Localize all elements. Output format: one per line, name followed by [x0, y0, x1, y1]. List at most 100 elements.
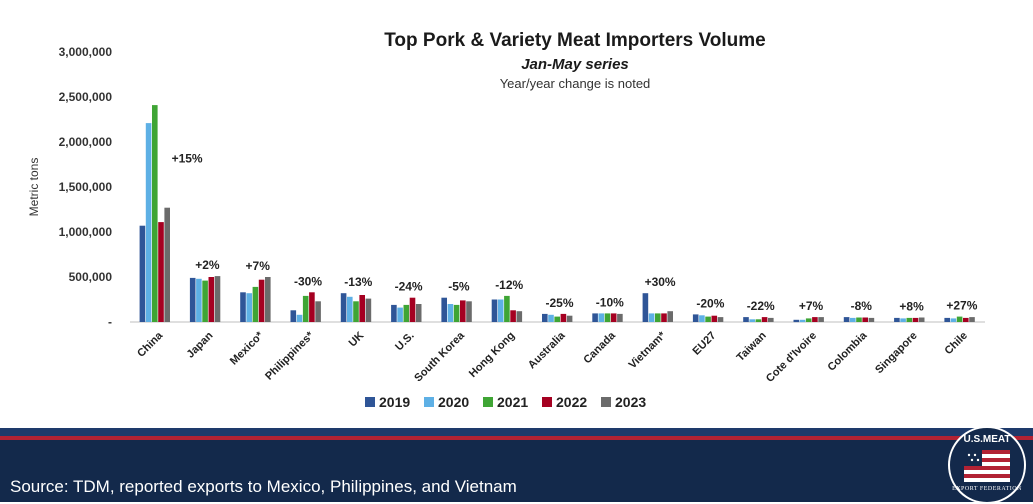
- bar-2023: [164, 207, 170, 322]
- us-flag-icon: [964, 450, 1010, 482]
- legend-swatch-2019: [365, 397, 375, 407]
- chart-subtitle: Jan-May series: [521, 56, 629, 73]
- bar-2019: [391, 304, 397, 322]
- y-tick-label: 1,500,000: [59, 180, 113, 194]
- bar-2019: [692, 314, 699, 322]
- bar-2019: [743, 317, 749, 322]
- bar-2019: [491, 299, 498, 322]
- bar-2023: [315, 301, 321, 322]
- chart: Top Pork & Variety Meat Importers Volume…: [27, 30, 985, 410]
- bar-2021: [805, 318, 812, 322]
- bar-2019: [542, 313, 548, 322]
- bar-2021: [956, 316, 963, 322]
- x-tick-label: Taiwan: [735, 329, 769, 363]
- bar-2021: [755, 319, 762, 322]
- y-tick-label: 2,500,000: [59, 90, 113, 104]
- bar-2022: [409, 297, 416, 322]
- bar-2020: [749, 319, 755, 322]
- legend-swatch-2021: [483, 397, 493, 407]
- bar-2019: [843, 317, 850, 322]
- x-axis-ticks: China Japan Mexico*Philippines* UK U.S.South…: [135, 329, 970, 385]
- bar-2023: [617, 313, 623, 322]
- bar-2021: [705, 316, 711, 322]
- bar-2022: [963, 317, 969, 322]
- change-label: +15%: [172, 152, 203, 166]
- bars: [139, 105, 975, 323]
- bar-2022: [309, 292, 315, 322]
- bar-2021: [403, 304, 410, 322]
- x-tick-label: Hong Kong: [467, 330, 517, 380]
- bar-2019: [944, 317, 950, 322]
- bar-2021: [554, 316, 560, 322]
- change-label: -8%: [851, 299, 873, 313]
- bar-2022: [862, 317, 868, 322]
- bar-2019: [441, 297, 447, 322]
- bar-2021: [906, 317, 913, 322]
- bar-2023: [214, 276, 221, 322]
- bar-2019: [894, 317, 900, 322]
- bar-2020: [447, 304, 454, 322]
- bar-2019: [290, 310, 297, 322]
- bar-2020: [950, 318, 957, 322]
- bar-2021: [856, 317, 862, 322]
- change-label: -24%: [395, 280, 423, 294]
- bar-2020: [648, 313, 655, 322]
- y-tick-label: 1,000,000: [59, 225, 113, 239]
- logo-top-text: U.S.MEAT: [963, 434, 1011, 445]
- bar-2022: [158, 222, 164, 322]
- legend-swatch-2020: [424, 397, 434, 407]
- bar-2022: [258, 279, 265, 322]
- legend-label-2023: 2023: [615, 394, 646, 410]
- bar-2020: [598, 313, 605, 322]
- bar-2022: [661, 313, 667, 322]
- x-tick-label: Colombia: [825, 329, 870, 374]
- legend-label-2020: 2020: [438, 394, 469, 410]
- legend-label-2019: 2019: [379, 394, 410, 410]
- bar-2021: [655, 313, 661, 322]
- bar-2021: [252, 286, 259, 322]
- change-label: +30%: [645, 275, 676, 289]
- x-tick-label: EU27: [691, 330, 719, 358]
- bar-2023: [969, 317, 975, 322]
- bar-2023: [466, 301, 472, 322]
- bar-2023: [265, 277, 271, 322]
- bar-2019: [189, 277, 196, 322]
- bar-2022: [812, 317, 818, 322]
- bar-2021: [353, 301, 359, 322]
- x-tick-label: U.S.: [393, 330, 417, 354]
- change-label: -30%: [294, 274, 322, 288]
- bar-2022: [610, 313, 617, 322]
- legend-label-2022: 2022: [556, 394, 587, 410]
- bar-2023: [818, 317, 824, 322]
- bar-2021: [604, 313, 611, 322]
- bar-2019: [642, 293, 649, 322]
- change-label: +7%: [799, 299, 824, 313]
- bar-2022: [460, 300, 466, 322]
- change-label: +27%: [946, 299, 977, 313]
- y-axis-ticks: - 500,000 1,000,000 1,500,000 2,000,000 2,500…: [59, 45, 113, 329]
- usmef-logo: U.S.MEAT EXPORT FEDERATION: [948, 426, 1026, 504]
- x-tick-label: Mexico*: [228, 329, 266, 367]
- x-tick-label: Vietnam*: [627, 329, 669, 371]
- bar-2020: [699, 315, 705, 323]
- bar-2023: [768, 317, 774, 322]
- footer-band: [0, 440, 1033, 502]
- chart-title: Top Pork & Variety Meat Importers Volume: [384, 30, 766, 51]
- x-tick-label: UK: [347, 330, 367, 350]
- x-tick-label: China: [135, 329, 166, 360]
- bar-2020: [397, 307, 403, 322]
- bar-2019: [139, 225, 146, 322]
- bar-2023: [868, 317, 875, 322]
- bar-2020: [497, 299, 504, 322]
- legend-swatch-2022: [542, 397, 552, 407]
- bar-2020: [296, 314, 303, 322]
- bar-2022: [359, 295, 365, 322]
- bar-2020: [548, 314, 554, 322]
- source-note: Source: TDM, reported exports to Mexico,…: [10, 477, 517, 496]
- x-tick-label: Philippines*: [263, 329, 317, 383]
- bar-2023: [667, 311, 673, 322]
- change-label: -5%: [448, 280, 470, 294]
- change-label: +7%: [246, 259, 271, 273]
- legend-label-2021: 2021: [497, 394, 528, 410]
- bar-2019: [793, 319, 800, 323]
